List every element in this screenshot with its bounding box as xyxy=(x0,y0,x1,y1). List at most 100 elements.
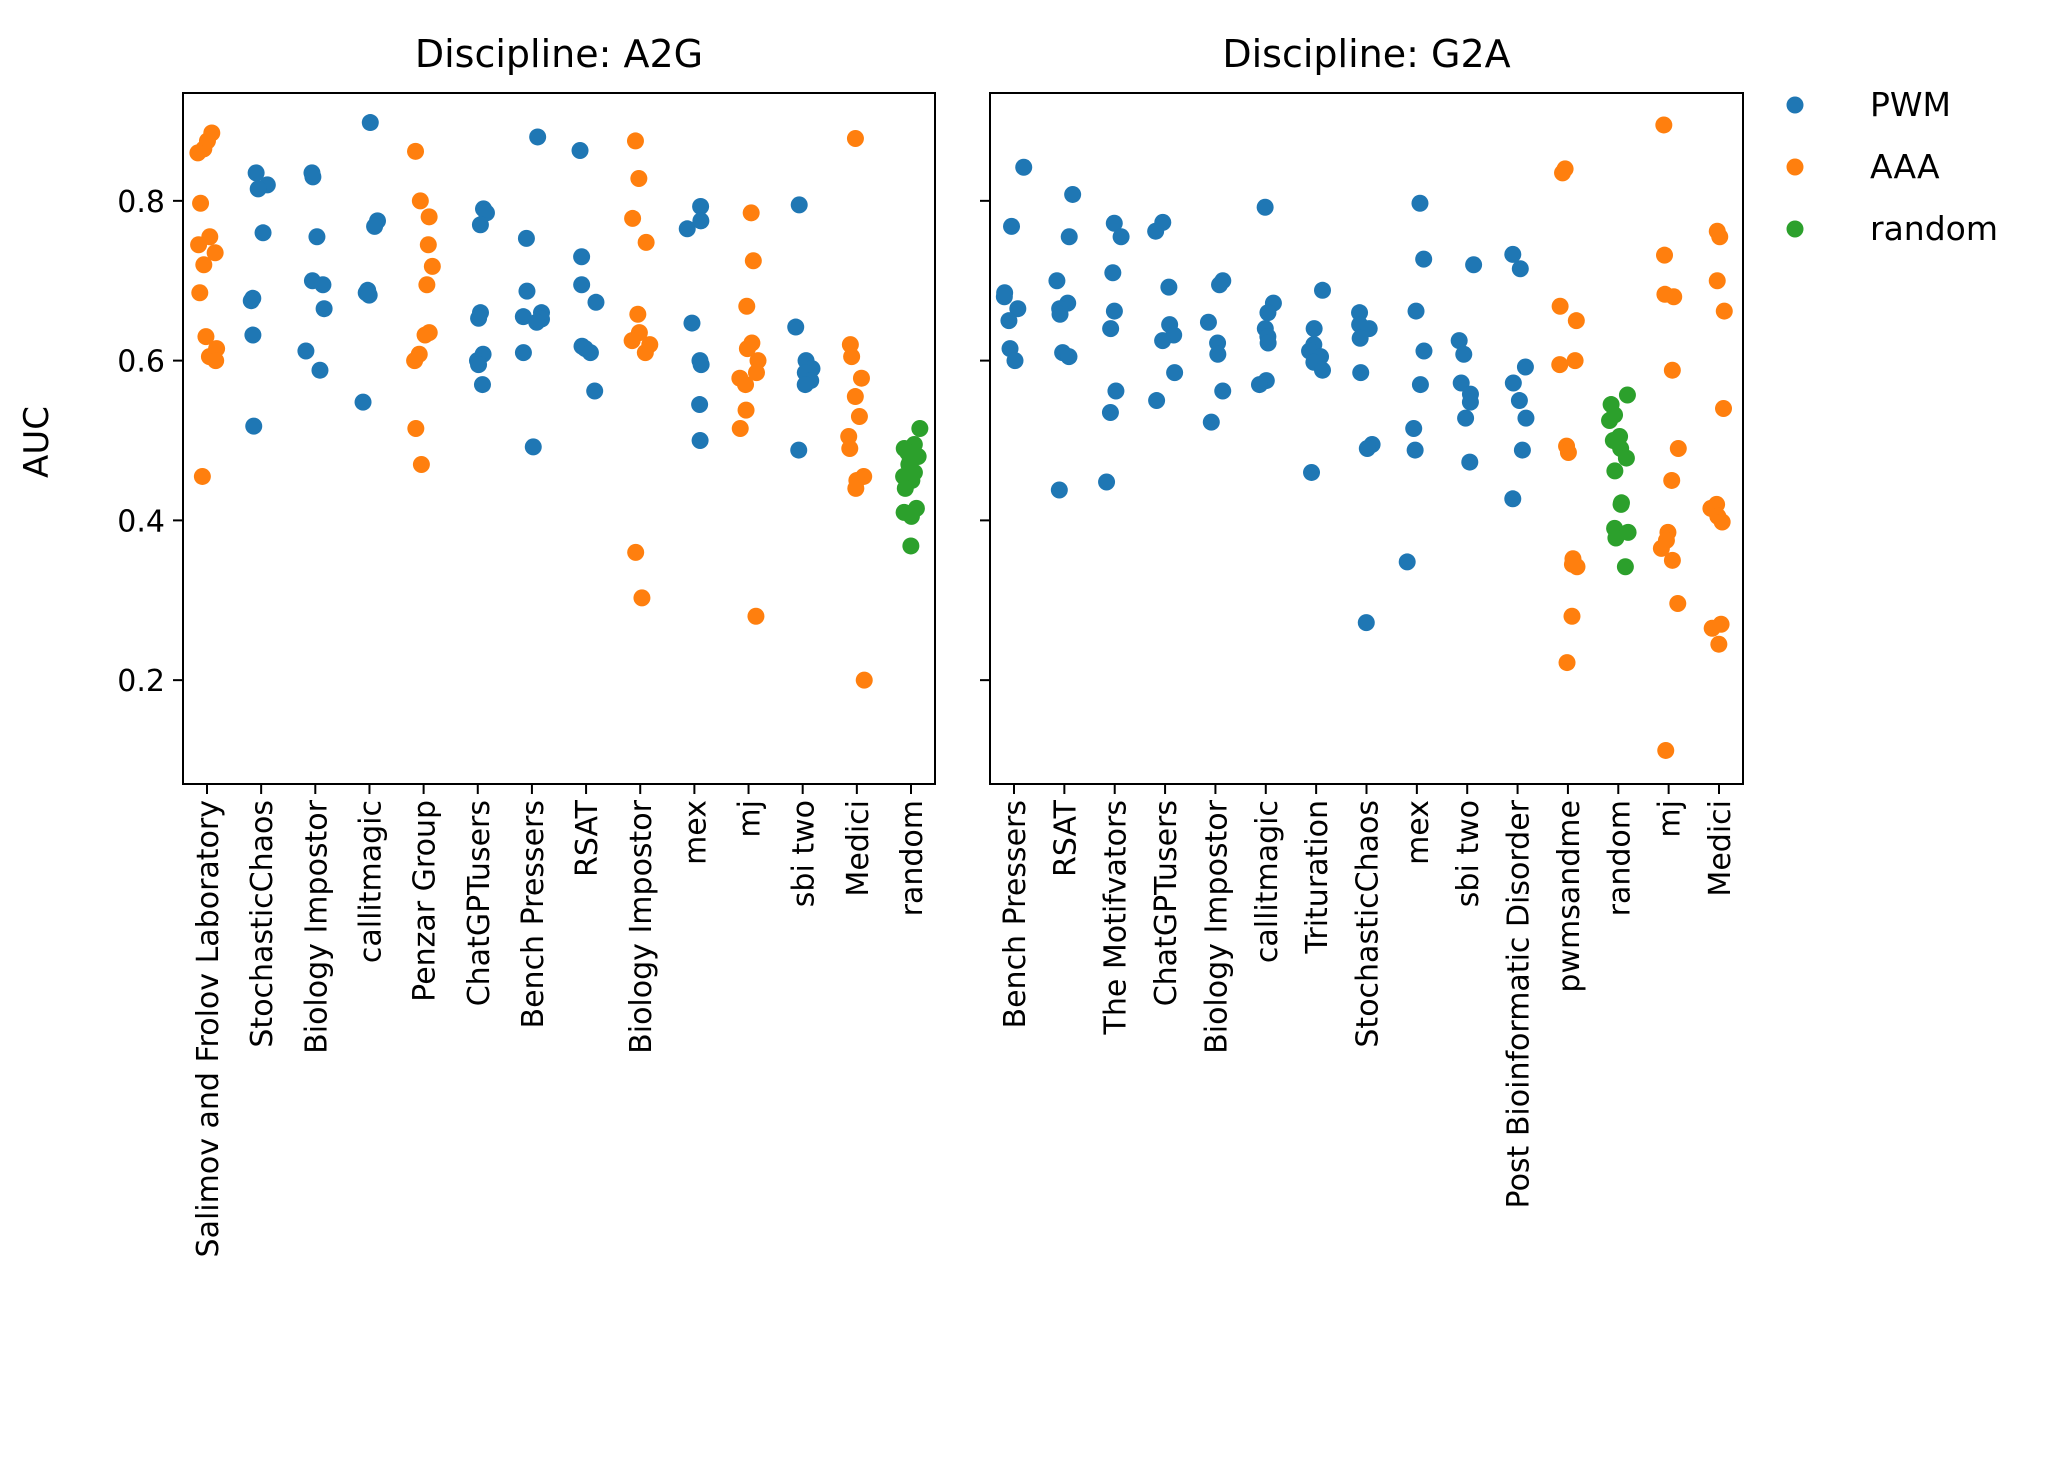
data-point-pwm xyxy=(1256,198,1274,216)
data-point-random xyxy=(1612,495,1630,513)
data-point-pwm xyxy=(314,276,332,294)
x-tick-label: random xyxy=(1602,800,1637,916)
data-point-pwm xyxy=(366,217,384,235)
data-point-pwm xyxy=(1504,490,1522,508)
x-tick-label: Bench Pressers xyxy=(998,800,1033,1028)
data-point-pwm xyxy=(297,342,315,360)
data-point-pwm xyxy=(1060,228,1078,246)
data-point-pwm xyxy=(1415,250,1433,268)
data-point-pwm xyxy=(1450,332,1468,350)
data-point-aaa xyxy=(193,467,211,485)
y-tick-label: 0.2 xyxy=(117,664,165,699)
data-point-pwm xyxy=(242,292,260,310)
data-point-pwm xyxy=(254,224,272,242)
data-point-aaa xyxy=(1669,439,1687,457)
plot-layer: Discipline: A2G 0.2 0.4 0.6 0.8 Salimov and F… xyxy=(117,32,1744,1257)
x-tick-label: RSAT xyxy=(570,799,605,877)
legend-marker-pwm xyxy=(1786,96,1804,114)
data-point-aaa xyxy=(737,376,755,394)
data-point-pwm xyxy=(1455,345,1473,363)
data-point-pwm xyxy=(691,396,709,414)
data-point-aaa xyxy=(195,256,213,274)
data-point-pwm xyxy=(1102,320,1120,338)
data-point-pwm xyxy=(1457,409,1475,427)
data-point-aaa xyxy=(738,297,756,315)
data-point-aaa xyxy=(847,479,865,497)
data-point-pwm xyxy=(1051,305,1069,323)
data-point-pwm xyxy=(1452,374,1470,392)
x-tick-label: Biology Impostor xyxy=(1199,799,1234,1054)
data-point-pwm xyxy=(361,114,379,132)
data-point-random xyxy=(902,537,920,555)
x-tick-label: StochasticChaos xyxy=(1351,800,1386,1048)
data-point-aaa xyxy=(1663,471,1681,489)
data-point-random xyxy=(1606,462,1624,480)
data-point-pwm xyxy=(308,228,326,246)
data-point-pwm xyxy=(1250,376,1268,394)
x-tick-label: Biology Impostor xyxy=(299,799,334,1054)
data-point-pwm xyxy=(1006,352,1024,370)
x-tick-label: mj xyxy=(1653,800,1688,838)
x-tick-label: sbi two xyxy=(1451,800,1486,907)
data-point-aaa xyxy=(1703,619,1721,637)
x-tick-label: callitmagic xyxy=(353,800,388,963)
data-point-pwm xyxy=(678,220,696,238)
data-point-pwm xyxy=(247,164,265,182)
legend: PWM AAA random xyxy=(1786,85,1998,248)
x-tick-label: mex xyxy=(1401,800,1436,865)
legend-label: AAA xyxy=(1870,147,1940,186)
data-point-aaa xyxy=(197,328,215,346)
data-point-random xyxy=(1616,558,1634,576)
y-axis-label: AUC xyxy=(17,406,57,478)
data-point-pwm xyxy=(1259,334,1277,352)
data-point-pwm xyxy=(1015,158,1033,176)
data-point-pwm xyxy=(1101,404,1119,422)
data-point-aaa xyxy=(406,352,424,370)
data-point-aaa xyxy=(207,352,225,370)
data-point-aaa xyxy=(206,244,224,262)
data-point-pwm xyxy=(571,142,589,160)
data-point-pwm xyxy=(518,282,536,300)
x-tick-label: Salimov and Frolov Laboratory xyxy=(191,800,226,1257)
data-point-aaa xyxy=(627,543,645,561)
data-point-pwm xyxy=(245,417,263,435)
x-tick-label: RSAT xyxy=(1048,799,1083,877)
data-point-pwm xyxy=(1160,278,1178,296)
data-point-pwm xyxy=(529,128,547,146)
panel-2: Discipline: G2A Bench Pressers RSAT The Mot… xyxy=(980,32,1744,1208)
data-point-aaa xyxy=(1710,635,1728,653)
x-tick-label: StochasticChaos xyxy=(245,800,280,1048)
data-point-aaa xyxy=(843,348,861,366)
data-point-pwm xyxy=(787,318,805,336)
data-point-pwm xyxy=(517,229,535,247)
data-point-aaa xyxy=(416,326,434,344)
data-point-pwm xyxy=(1104,264,1122,282)
data-point-pwm xyxy=(1202,413,1220,431)
data-point-pwm xyxy=(683,314,701,332)
data-point-pwm xyxy=(586,382,604,400)
data-point-pwm xyxy=(1504,245,1522,263)
data-point-random xyxy=(902,507,920,525)
data-point-pwm xyxy=(1000,312,1018,330)
data-point-aaa xyxy=(420,208,438,226)
x-tick-label: sbi two xyxy=(787,800,822,907)
data-point-aaa xyxy=(411,192,429,210)
data-point-aaa xyxy=(1715,302,1733,320)
data-point-aaa xyxy=(1663,361,1681,379)
data-point-pwm xyxy=(1351,329,1369,347)
data-point-aaa xyxy=(737,401,755,419)
data-point-random xyxy=(1618,386,1636,404)
data-point-aaa xyxy=(423,257,441,275)
data-point-aaa xyxy=(747,364,765,382)
data-point-aaa xyxy=(1652,539,1670,557)
data-point-pwm xyxy=(514,344,532,362)
data-point-pwm xyxy=(1513,441,1531,459)
x-tick-label: pwmsandme xyxy=(1552,800,1587,993)
data-point-pwm xyxy=(1511,260,1529,278)
data-point-random xyxy=(1607,529,1625,547)
data-point-aaa xyxy=(412,455,430,473)
data-point-aaa xyxy=(742,204,760,222)
data-point-pwm xyxy=(1148,392,1166,410)
data-point-aaa xyxy=(407,420,425,438)
data-point-aaa xyxy=(419,236,437,254)
